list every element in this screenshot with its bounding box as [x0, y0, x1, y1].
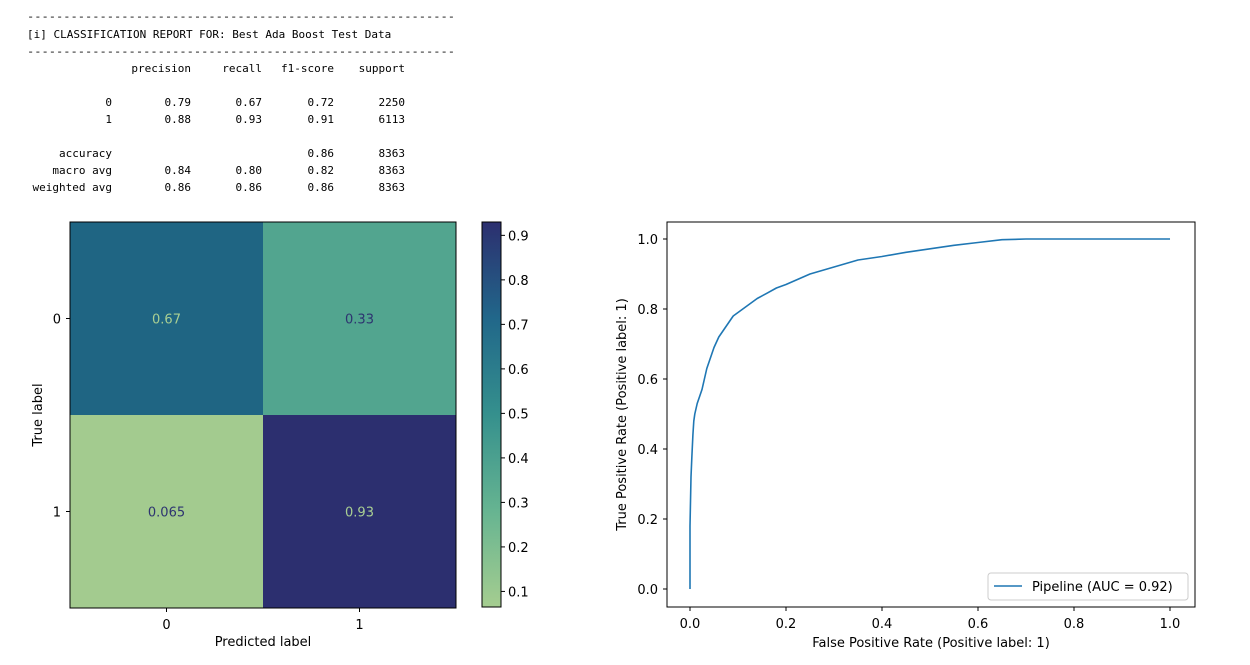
x-axis-label: False Positive Rate (Positive label: 1): [812, 636, 1050, 651]
colorbar: 0.1 0.2 0.3 0.4 0.5 0.6 0.7 0.8 0.9: [481, 221, 529, 608]
x-tick-label: 0.0: [680, 617, 701, 632]
report-row-label: 0: [105, 96, 112, 109]
report-cell: 6113: [379, 113, 406, 126]
plot-frame: [666, 221, 1196, 608]
report-separator-top: ----------------------------------------…: [27, 10, 455, 23]
x-tick-label: 0.8: [1064, 617, 1085, 632]
report-cell: 0.86: [308, 147, 335, 160]
x-tick-label: 1.0: [1160, 617, 1181, 632]
y-axis-label: True label: [31, 383, 46, 447]
report-cell: 8363: [379, 147, 406, 160]
y-tick-label: 0.8: [637, 303, 658, 318]
colorbar-tick-label: 0.7: [508, 318, 529, 333]
x-tick-label: 0.4: [872, 617, 893, 632]
y-axis-label: True Positive Rate (Positive label: 1): [615, 298, 630, 532]
report-cell: 0.86: [165, 181, 192, 194]
x-tick-label: 0: [162, 618, 170, 633]
report-cell: 0.88: [165, 113, 192, 126]
legend-label: Pipeline (AUC = 0.92): [1032, 580, 1173, 595]
colorbar-tick-label: 0.5: [508, 407, 529, 422]
report-cell: 2250: [379, 96, 406, 109]
y-tick-label: 1: [53, 506, 61, 521]
report-row: 0 0.79 0.67 0.72 2250: [105, 96, 405, 109]
colorbar-tick-label: 0.9: [508, 229, 529, 244]
legend: Pipeline (AUC = 0.92): [987, 572, 1189, 601]
matrix-cell: [70, 415, 263, 608]
report-cell: 0.80: [236, 164, 263, 177]
matrix-frame: [69, 221, 457, 609]
cell-value-label: 0.065: [148, 506, 185, 521]
colorbar-gradient: [481, 221, 502, 608]
report-col-header: support: [359, 62, 405, 75]
report-cell: 8363: [379, 181, 406, 194]
report-row: weighted avg 0.86 0.86 0.86 8363: [33, 181, 405, 194]
report-cell: 0.72: [308, 96, 335, 109]
report-cell: 8363: [379, 164, 406, 177]
report-cell: 0.86: [236, 181, 263, 194]
report-cell: 0.93: [236, 113, 263, 126]
cell-value-label: 0.67: [152, 313, 181, 328]
report-cell: 0.79: [165, 96, 192, 109]
y-tick-label: 0: [53, 313, 61, 328]
matrix-cell: [263, 222, 456, 415]
x-tick-label: 0.2: [776, 617, 797, 632]
report-title: [i] CLASSIFICATION REPORT FOR: Best Ada …: [27, 28, 391, 41]
x-axis-label: Predicted label: [215, 635, 312, 650]
report-row: accuracy 0.86 8363: [59, 147, 405, 160]
legend-box: [987, 572, 1189, 601]
report-row: macro avg 0.84 0.80 0.82 8363: [52, 164, 405, 177]
report-row-label: 1: [105, 113, 112, 126]
classification-report: ----------------------------------------…: [27, 10, 455, 194]
y-tick-label: 0.2: [637, 513, 658, 528]
report-col-header: precision: [131, 62, 191, 75]
matrix-cell: [70, 222, 263, 415]
report-cell: 0.84: [165, 164, 192, 177]
report-cell: 0.82: [308, 164, 335, 177]
y-tick-label: 0.6: [637, 373, 658, 388]
report-row-label: accuracy: [59, 147, 112, 160]
roc-curve-chart: 0.0 0.2 0.4 0.6 0.8 1.0 0.0 0.2 0.4 0.6 0.8 1.0 Fals…: [615, 221, 1196, 651]
report-cell: 0.67: [236, 96, 263, 109]
colorbar-tick-label: 0.4: [508, 452, 529, 467]
report-col-header: f1-score: [281, 62, 334, 75]
x-tick-label: 1: [355, 618, 363, 633]
cell-value-label: 0.93: [345, 506, 374, 521]
colorbar-tick-label: 0.6: [508, 363, 529, 378]
x-tick-label: 0.6: [968, 617, 989, 632]
report-row: 1 0.88 0.93 0.91 6113: [105, 113, 405, 126]
colorbar-tick-label: 0.8: [508, 274, 529, 289]
report-cell: 0.86: [308, 181, 335, 194]
colorbar-tick-label: 0.1: [508, 585, 529, 600]
report-row-label: weighted avg: [33, 181, 112, 194]
report-cell: 0.91: [308, 113, 335, 126]
y-tick-label: 1.0: [637, 233, 658, 248]
matrix-cell: [263, 415, 456, 608]
cell-value-label: 0.33: [345, 313, 374, 328]
confusion-matrix: 0.67 0.33 0.065 0.93 0 1 0 1 Predicted label True…: [31, 221, 457, 650]
y-tick-label: 0.4: [637, 443, 658, 458]
roc-series-line: [689, 238, 1170, 589]
report-row-label: macro avg: [52, 164, 112, 177]
colorbar-tick-label: 0.3: [508, 496, 529, 511]
report-separator-bottom: ----------------------------------------…: [27, 45, 455, 58]
colorbar-tick-label: 0.2: [508, 541, 529, 556]
y-tick-label: 0.0: [637, 583, 658, 598]
report-col-header: recall: [222, 62, 262, 75]
